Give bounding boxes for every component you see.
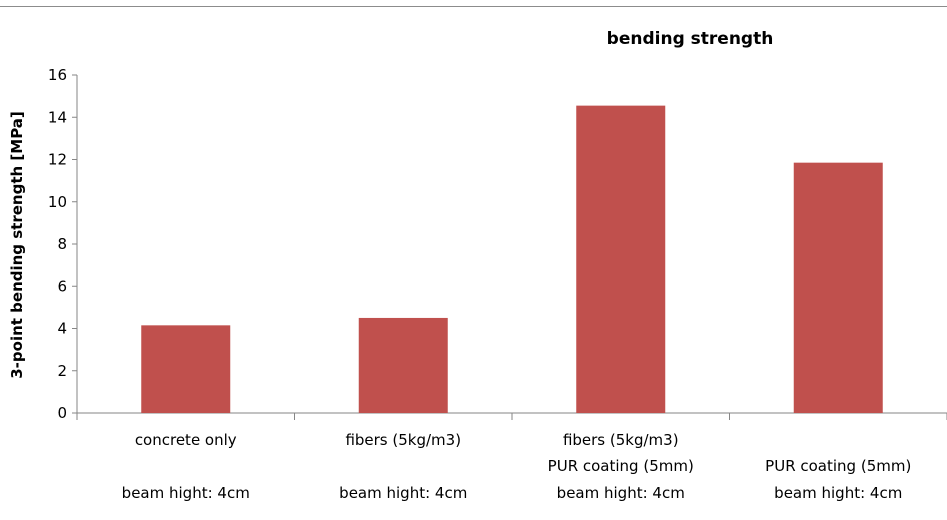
y-tick-label: 12	[48, 151, 67, 169]
bar	[576, 105, 666, 413]
category-label: beam hight: 4cm	[774, 484, 902, 502]
y-tick-label: 14	[48, 108, 67, 126]
y-tick-label: 4	[57, 320, 67, 338]
category-label: fibers (5kg/m3)	[345, 431, 461, 449]
bar	[141, 325, 231, 413]
category-label: PUR coating (5mm)	[548, 457, 694, 475]
y-tick-label: 2	[57, 362, 67, 380]
category-label: PUR coating (5mm)	[765, 457, 911, 475]
category-label: concrete only	[135, 431, 237, 449]
y-tick-label: 10	[48, 193, 67, 211]
top-border	[0, 6, 947, 7]
bar	[793, 162, 883, 413]
y-tick-label: 16	[48, 66, 67, 84]
y-tick-label: 6	[57, 277, 67, 295]
y-tick-label: 0	[57, 404, 67, 422]
y-axis-label: 3-point bending strength [MPa]	[8, 111, 26, 379]
category-label: fibers (5kg/m3)	[563, 431, 679, 449]
category-label: beam hight: 4cm	[339, 484, 467, 502]
bars	[141, 105, 883, 413]
chart-title: bending strength	[607, 29, 774, 49]
category-label: beam hight: 4cm	[122, 484, 250, 502]
bar	[358, 317, 448, 413]
category-label: beam hight: 4cm	[557, 484, 685, 502]
category-labels: concrete only beam hight: 4cm fibers (5kg/…	[122, 431, 912, 502]
y-tick-label: 8	[57, 235, 67, 253]
